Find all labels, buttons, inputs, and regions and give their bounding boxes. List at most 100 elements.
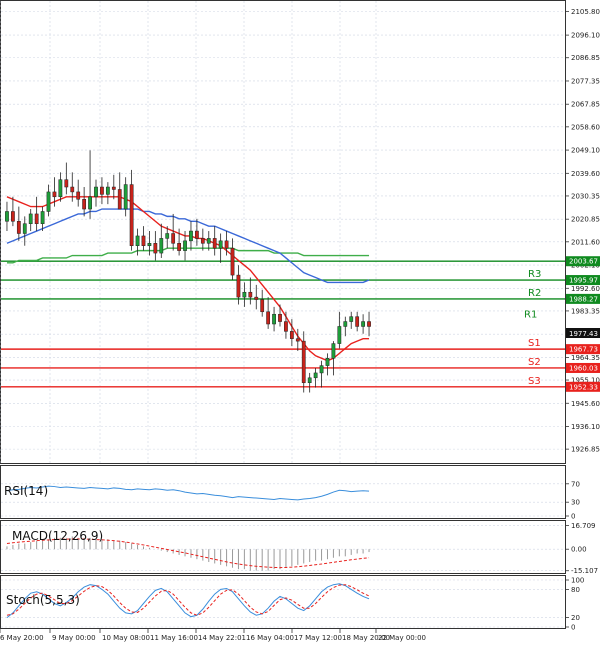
price-axis: 2105.80 2096.10 2086.85 2077.35 2067.85 2058.…	[565, 8, 600, 454]
candle-up	[159, 238, 164, 254]
candle-down	[212, 238, 217, 249]
moving-average-line	[6, 196, 370, 362]
candle-up	[218, 240, 223, 249]
candle-up	[313, 372, 318, 379]
candle-up	[105, 186, 110, 195]
pivot-level-tag: 2003.67	[569, 258, 598, 266]
candle-down	[171, 233, 176, 244]
candle-up	[242, 291, 247, 298]
candle-down	[82, 199, 87, 210]
candle-down	[100, 186, 104, 195]
candle-down	[355, 316, 360, 327]
indicator-line	[6, 583, 370, 618]
pivot-level-name: R2	[528, 288, 541, 299]
candle-up	[94, 186, 98, 198]
pivot-level-tag-bg	[566, 293, 600, 304]
candle-up	[189, 230, 193, 242]
macd-title: MACD(12,26,9)	[12, 529, 103, 543]
candle-down	[301, 340, 306, 383]
time-tick-label: 11 May 16:00	[150, 634, 198, 642]
last-price-tag-bg	[566, 328, 600, 338]
candle-down	[76, 191, 81, 200]
price-tick-label: 1926.85	[571, 446, 600, 454]
candle-down	[34, 213, 39, 224]
pivot-level-name: S2	[528, 357, 541, 368]
candle-down	[230, 247, 235, 276]
candle-down	[278, 313, 282, 322]
candle-up	[331, 343, 336, 359]
indicator-line	[6, 538, 370, 569]
macd-panel: 16.709 0.00 -15.107	[1, 522, 598, 575]
price-tick-label: 1945.60	[571, 400, 600, 408]
candle-up	[206, 238, 211, 244]
candle-up	[343, 321, 348, 327]
time-tick-label: 16 May 04:00	[246, 634, 294, 642]
candle-up	[307, 377, 312, 383]
stoch-panel-frame	[0, 575, 566, 629]
price-tick-label: 1936.10	[571, 423, 600, 431]
candle-down	[64, 179, 69, 188]
candle-down	[254, 296, 259, 300]
pivot-level-tag: 1988.27	[569, 295, 598, 303]
candle-down	[295, 338, 300, 342]
pivot-level-tag: 1967.73	[569, 346, 598, 354]
pivot-level-tag-bg	[566, 362, 600, 373]
candle-down	[224, 240, 229, 249]
sub-tick-label: 0.00	[571, 546, 587, 554]
price-tick-label: 2039.60	[571, 170, 600, 178]
candle-down	[195, 230, 199, 239]
candle-up	[319, 365, 324, 374]
price-panel-frame	[0, 0, 566, 464]
candle-up	[135, 235, 140, 246]
candle-down	[129, 184, 134, 246]
pivot-level-tag: 1960.03	[569, 364, 598, 372]
candle-up	[337, 326, 342, 344]
candle-down	[177, 243, 181, 251]
price-tick-label: 1964.35	[571, 354, 600, 362]
candle-up	[361, 321, 365, 327]
sub-tick-label: 70	[571, 480, 580, 488]
time-tick-label: 22 May 00:00	[378, 634, 426, 642]
sub-tick-label: 0	[571, 624, 575, 632]
time-tick-label: 9 May 00:00	[52, 634, 96, 642]
time-tick-label: 10 May 08:00	[102, 634, 150, 642]
indicator-line	[6, 485, 370, 501]
pivot-level-name: S1	[528, 338, 541, 349]
pivot-level-tag: 1952.33	[569, 383, 598, 391]
candle-up	[46, 191, 51, 212]
candle-down	[141, 235, 146, 246]
price-tick-label: 2030.35	[571, 192, 600, 200]
candle-down	[289, 331, 294, 339]
candle-down	[200, 238, 205, 244]
pivot-level-tag-bg	[566, 275, 600, 286]
grid-lines	[0, 1, 565, 463]
pivot-levels	[1, 260, 565, 388]
macd-panel-frame	[0, 520, 566, 574]
sub-tick-label: 20	[571, 614, 580, 622]
candle-up	[183, 240, 187, 251]
stoch-title: Stoch(5,5,3)	[6, 593, 80, 607]
rsi-panel: 70 30 0	[1, 480, 580, 521]
candle-down	[52, 191, 57, 198]
candle-down	[117, 189, 122, 210]
sub-tick-label: 0	[571, 513, 575, 521]
candle-up	[58, 179, 63, 198]
moving-average-line	[6, 247, 370, 264]
price-tick-label: 1983.35	[571, 307, 600, 315]
candle-up	[325, 358, 330, 366]
candle-down	[260, 299, 265, 313]
pivot-level-tag-bg	[566, 381, 600, 392]
price-tick-label: 2049.10	[571, 147, 600, 155]
rsi-title: RSI(14)	[4, 484, 48, 498]
candle-up	[349, 316, 354, 322]
candle-up	[88, 196, 92, 210]
sub-tick-label: -15.107	[571, 567, 598, 575]
time-tick-label: 17 May 12:00	[294, 634, 342, 642]
time-tick-label: 18 May 20:00	[342, 634, 390, 642]
pivot-level-tag: 1995.97	[569, 277, 598, 285]
sub-tick-label: 30	[571, 499, 580, 507]
candle-up	[165, 233, 170, 239]
